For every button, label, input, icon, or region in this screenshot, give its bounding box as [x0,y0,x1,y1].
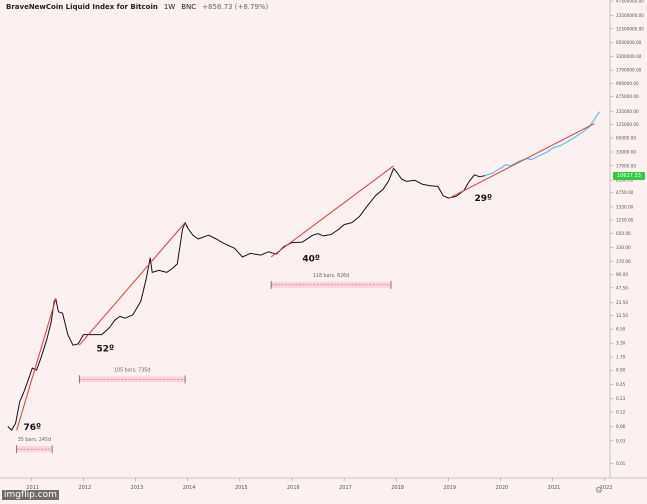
y-tick-label: 125000.00 [616,122,639,127]
y-tick-label: 0.23 [616,396,626,401]
chart-header: BraveNewCoin Liquid Index for Bitcoin 1W… [6,3,268,11]
y-tick-label: 1700000.00 [616,68,642,73]
y-tick-label: 1.70 [616,354,626,359]
exchange-label: BNC [181,3,197,11]
y-tick-label: 0.01 [616,461,626,466]
x-tick-label: 2015 [235,485,248,491]
price-series-line[interactable] [7,167,486,431]
interval-label[interactable]: 1W [163,3,176,11]
x-tick-label: 2018 [391,485,404,491]
y-tick-label: 1250.00 [616,217,634,222]
x-tick-label: 2016 [287,485,300,491]
y-tick-label: 0.03 [616,438,626,443]
y-tick-label: 12500000.00 [616,26,644,31]
range-label: 118 bars, 826d [313,273,349,279]
y-tick-label: 12.50 [616,313,628,318]
y-tick-label: 235000.00 [616,109,639,114]
angle-label: 52º [96,345,114,355]
y-tick-label: 23.50 [616,300,628,305]
y-tick-label: 170.00 [616,259,631,264]
last-price-badge: 10627.33 [613,171,645,180]
trendline[interactable] [16,298,57,431]
trendline[interactable] [448,123,595,200]
x-tick-label: 2021 [548,485,561,491]
y-tick-label: 47500000.00 [616,0,644,4]
y-tick-label: 47.50 [616,285,628,290]
price-change: +858.73 (+8.79%) [202,3,269,11]
x-tick-label: 2020 [496,485,509,491]
angle-label: 40º [302,254,320,264]
y-tick-label: 23500000.00 [616,13,644,18]
gear-icon[interactable]: ⚙ [594,486,603,496]
y-tick-label: 33000.00 [616,150,636,155]
range-label: 35 bars, 245d [18,437,51,443]
y-tick-label: 6500000.00 [616,40,642,45]
y-tick-label: 6.50 [616,327,626,332]
x-tick-label: 2022 [600,485,613,491]
y-tick-label: 0.45 [616,382,626,387]
angle-label: 29º [474,194,492,204]
y-tick-label: 0.12 [616,410,626,415]
y-tick-label: 900000.00 [616,81,639,86]
y-tick-label: 475000.00 [616,94,639,99]
y-tick-label: 4750.00 [616,190,634,195]
y-tick-label: 330.00 [616,245,631,250]
y-tick-label: 2350.00 [616,204,634,209]
y-tick-label: 17000.00 [616,163,636,168]
y-tick-label: 3300000.00 [616,54,642,59]
y-tick-label: 65000.00 [616,135,636,140]
x-tick-label: 2019 [443,485,456,491]
trendline[interactable] [78,222,186,346]
x-tick-label: 2017 [339,485,352,491]
symbol-title[interactable]: BraveNewCoin Liquid Index for Bitcoin [6,3,158,11]
y-tick-label: 8500.00 [616,178,634,183]
y-tick-label: 0.06 [616,424,626,429]
x-tick-label: 2011 [26,485,39,491]
x-tick-label: 2014 [183,485,196,491]
range-label: 105 bars, 735d [114,367,150,373]
projection-series-line[interactable] [484,111,601,177]
y-tick-label: 90.00 [616,272,628,277]
x-tick-label: 2012 [78,485,91,491]
angle-label: 76º [23,423,41,433]
watermark: imgflip.com [2,490,59,500]
trendline[interactable] [270,165,394,258]
y-tick-label: 650.00 [616,231,631,236]
y-tick-label: 0.90 [616,368,626,373]
x-tick-label: 2013 [131,485,144,491]
y-tick-label: 3.30 [616,341,626,346]
